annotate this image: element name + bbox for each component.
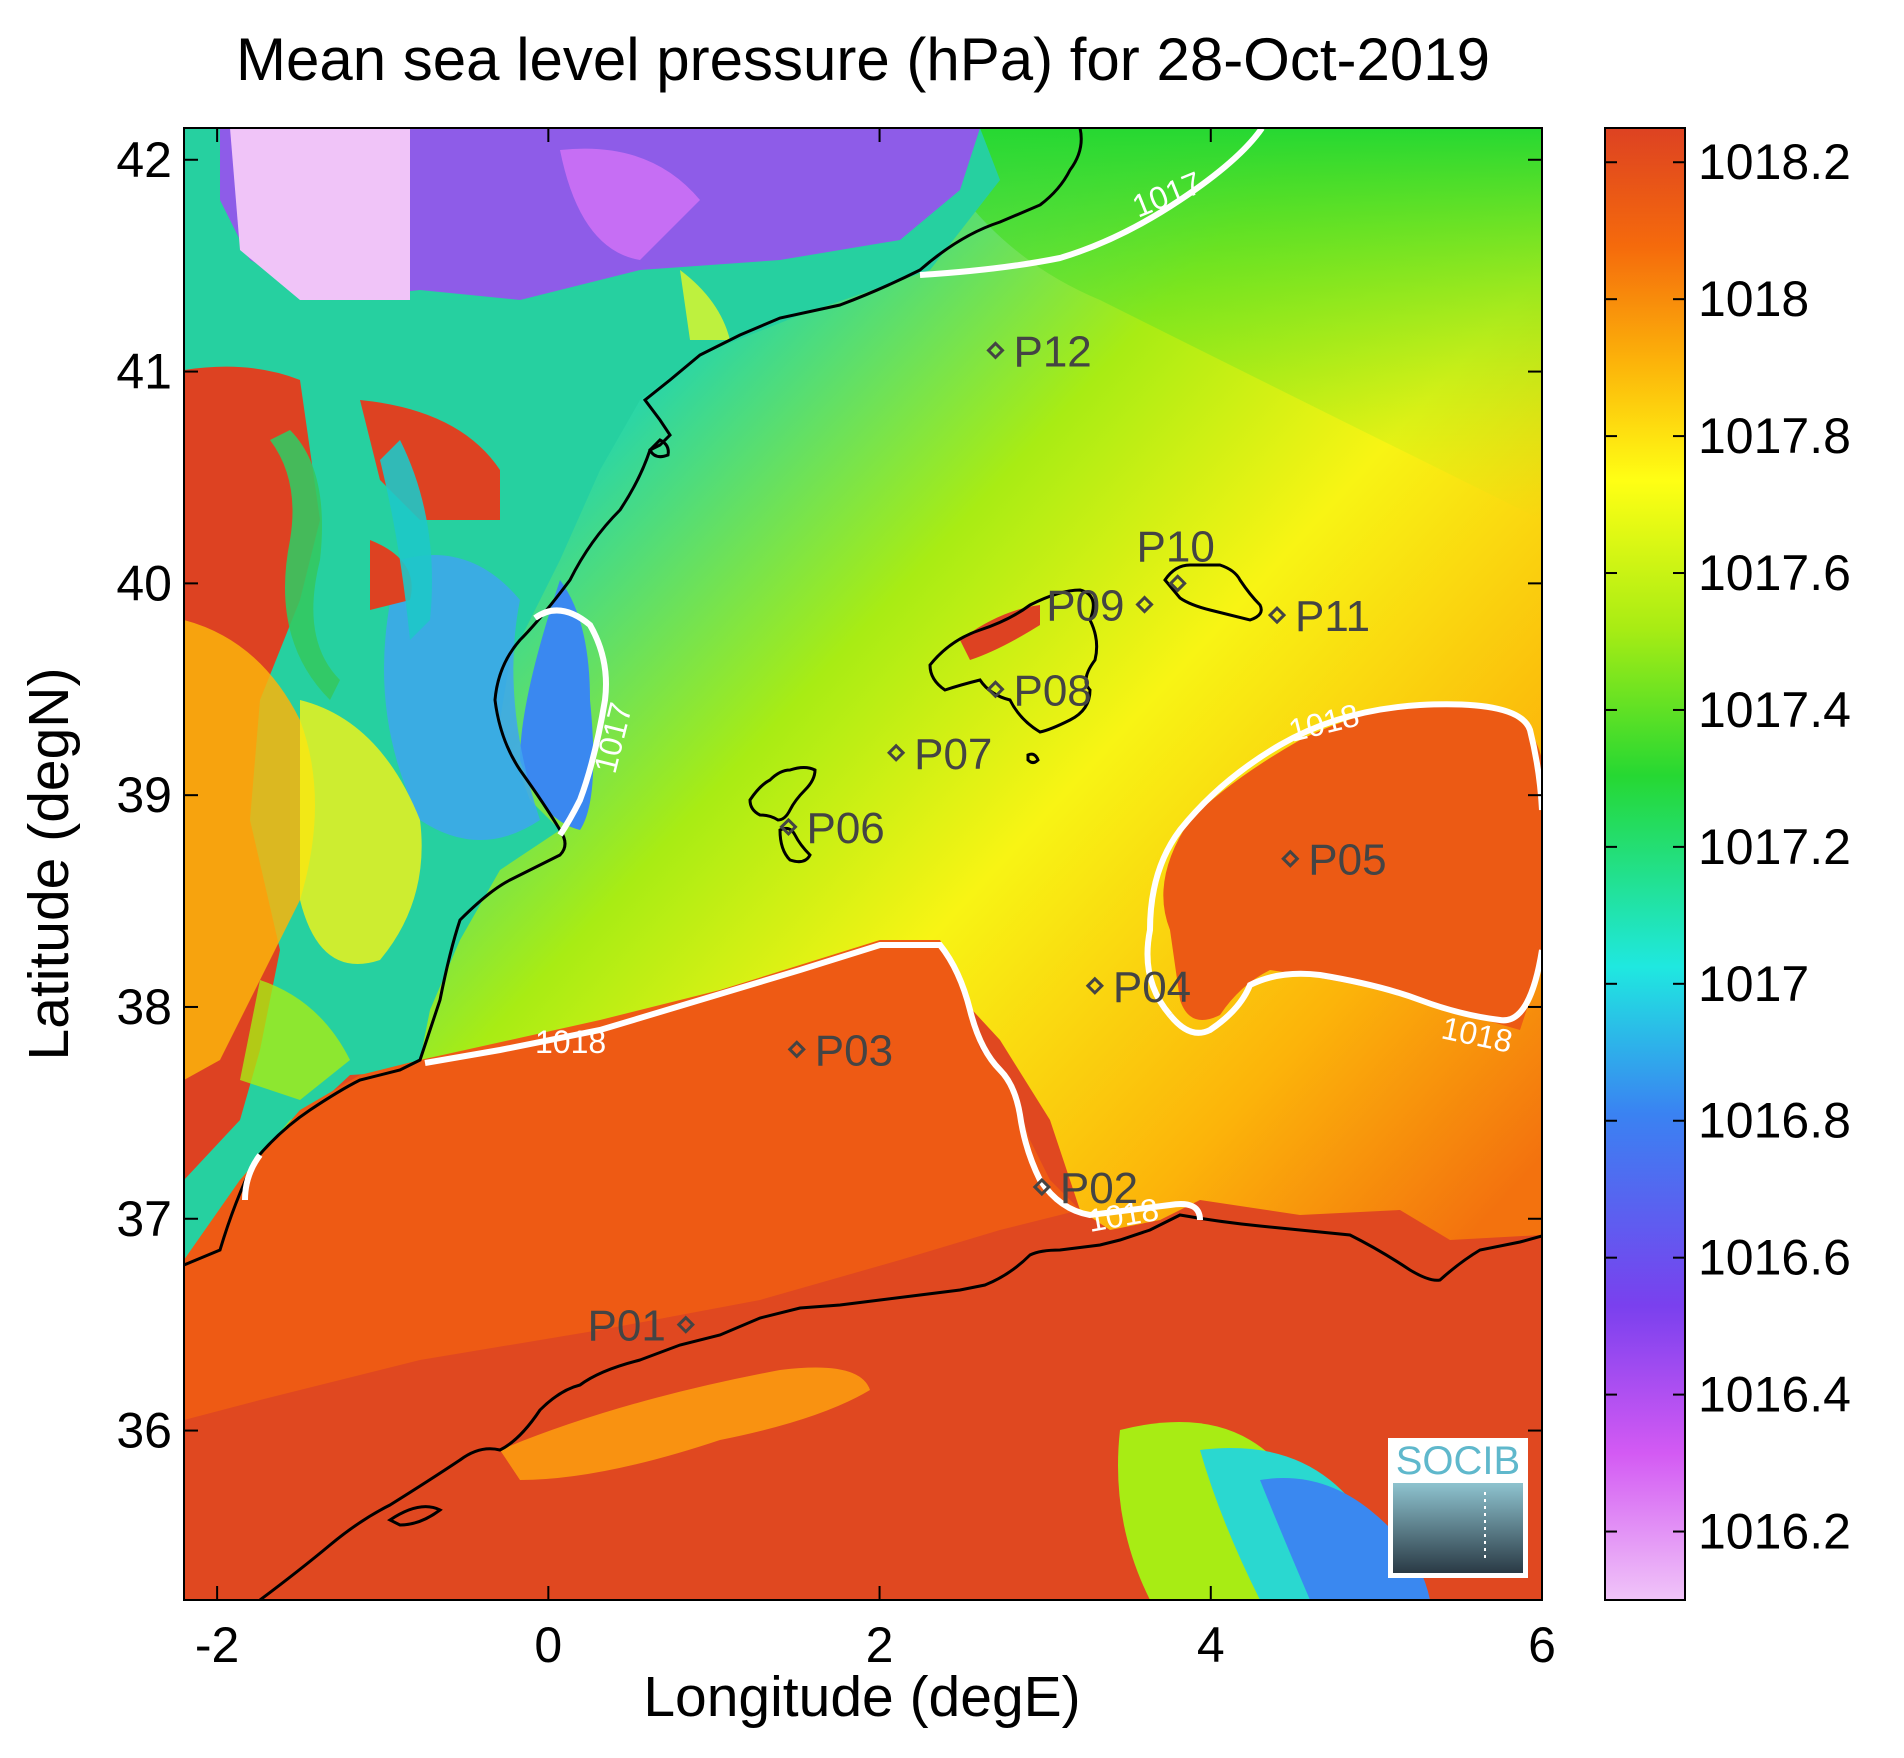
colorbar [1604, 127, 1686, 1601]
station-label: P07 [914, 730, 992, 779]
chart-title: Mean sea level pressure (hPa) for 28-Oct… [236, 26, 1490, 93]
station-marker [986, 680, 1005, 699]
x-tick-label: 6 [1528, 1617, 1556, 1673]
colorbar-tick-label: 1018 [1698, 271, 1809, 327]
station-label: P06 [806, 804, 884, 853]
colorbar-tick-label: 1016.4 [1698, 1367, 1851, 1423]
y-tick-label: 38 [116, 979, 172, 1035]
colorbar-tick-label: 1016.6 [1698, 1230, 1851, 1286]
x-tick-label: -2 [195, 1617, 239, 1673]
station-label: P05 [1308, 836, 1386, 885]
y-axis-label: Latitude (degN) [17, 668, 81, 1061]
station-marker [986, 341, 1005, 360]
station-label: P11 [1295, 592, 1370, 641]
colorbar-tick-label: 1016.2 [1698, 1504, 1851, 1560]
map-frame [183, 127, 1543, 1601]
contour-label: 1018 [535, 1024, 606, 1060]
socib-logo: SOCIB [1388, 1438, 1528, 1578]
station-marker [787, 1040, 806, 1059]
y-tick-label: 39 [116, 767, 172, 823]
station-label: P09 [1046, 582, 1124, 631]
station-marker [676, 1315, 695, 1334]
station-label: P01 [588, 1302, 666, 1351]
colorbar-tick-label: 1017.4 [1698, 682, 1851, 738]
isobars [242, 128, 1542, 1221]
x-tick-label: 4 [1197, 1617, 1225, 1673]
station-marker [1032, 1177, 1051, 1197]
colorbar-tick-label: 1017.6 [1698, 545, 1851, 601]
y-tick-label: 36 [116, 1403, 172, 1459]
x-axis: -2 0 2 4 6 [195, 128, 1556, 1673]
colorbar-ticks: 1016.2 1016.4 1016.6 1016.8 1017 1017.2 1017.4… [1605, 134, 1851, 1560]
y-tick-label: 40 [116, 555, 172, 611]
colorbar-tick-label: 1016.8 [1698, 1093, 1851, 1149]
y-tick-label: 42 [116, 132, 172, 188]
station-marker [1135, 595, 1154, 614]
station-marker [1168, 574, 1187, 593]
colorbar-tick-label: 1017.8 [1698, 408, 1851, 464]
station-markers: P01 P02 P03 P04 P05 P06 P07 P08 P09 P10 P11 P12 [588, 327, 1387, 1350]
station-label: P10 [1137, 522, 1215, 571]
y-tick-label: 41 [116, 344, 172, 400]
pressure-field [184, 128, 1542, 1600]
socib-logo-text: SOCIB [1396, 1439, 1520, 1483]
colorbar-tick-label: 1017 [1698, 956, 1809, 1012]
y-tick-label: 37 [116, 1191, 172, 1247]
station-marker [779, 817, 798, 837]
station-marker [1281, 849, 1300, 868]
colorbar-tick-label: 1018.2 [1698, 134, 1851, 190]
coastlines [184, 128, 1542, 1600]
station-marker [887, 743, 906, 762]
y-axis: 36 37 38 39 40 41 42 [116, 132, 1542, 1459]
station-label: P02 [1060, 1164, 1138, 1213]
station-label: P12 [1013, 327, 1091, 376]
x-axis-label: Longitude (degE) [643, 1665, 1080, 1729]
station-marker [1085, 976, 1104, 995]
station-label: P08 [1013, 666, 1091, 715]
station-label: P04 [1113, 963, 1191, 1012]
station-marker [1267, 606, 1287, 625]
station-label: P03 [815, 1026, 893, 1075]
x-tick-label: 0 [534, 1617, 562, 1673]
colorbar-tick-label: 1017.2 [1698, 819, 1851, 875]
x-tick-label: 2 [866, 1617, 894, 1673]
